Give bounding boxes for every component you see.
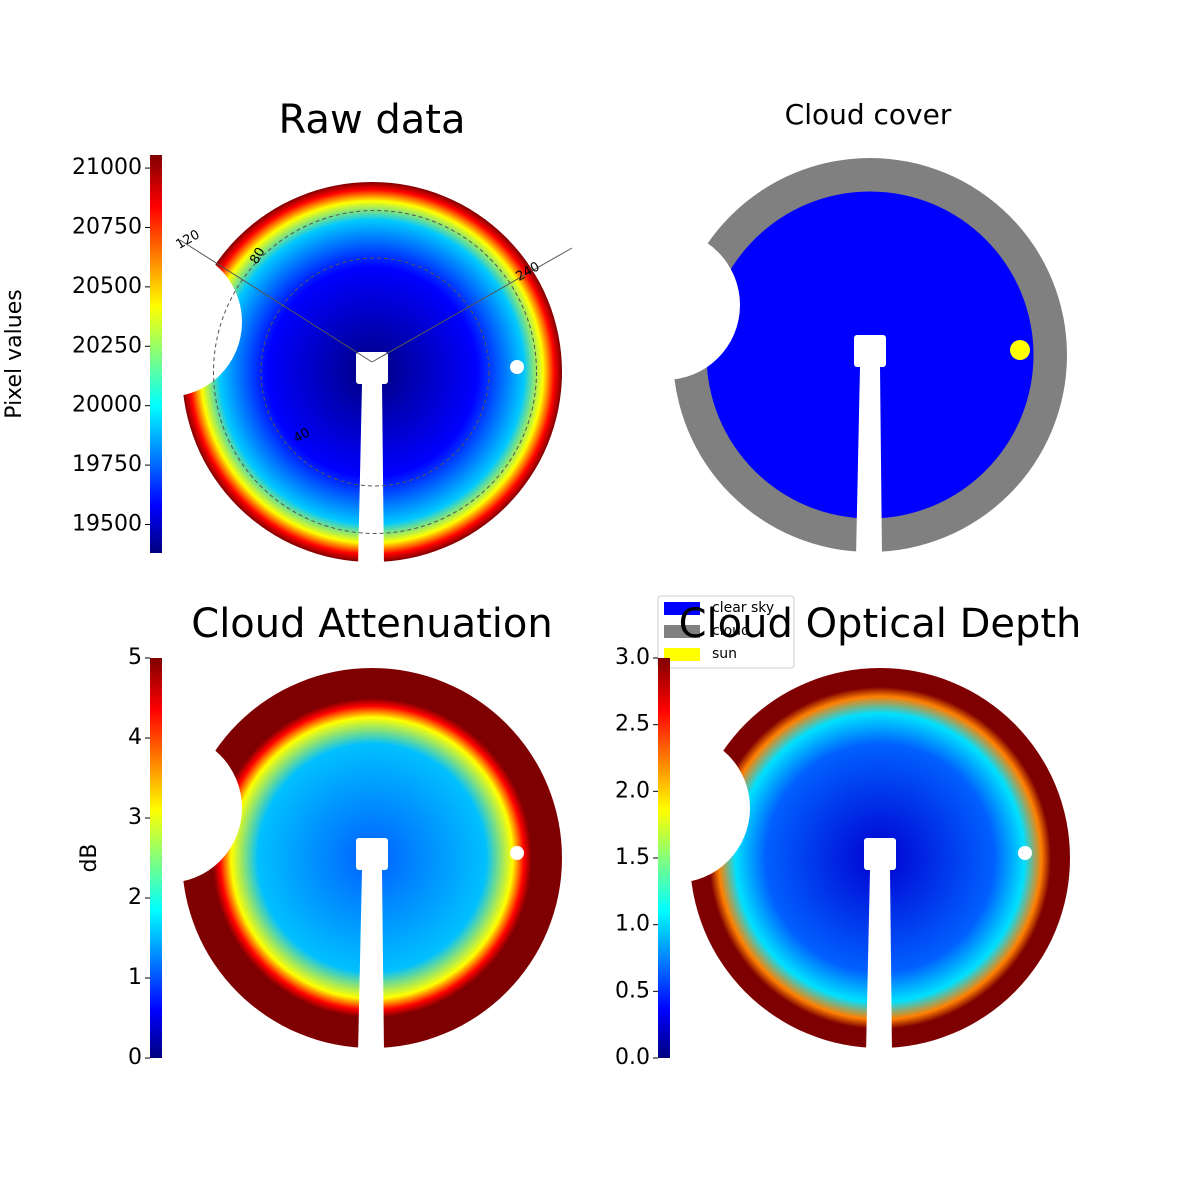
colorbar [658, 658, 670, 1058]
colorbar [150, 658, 162, 1058]
mast [358, 384, 384, 567]
colorbar-tick-label: 0 [128, 1045, 142, 1070]
mast-top [356, 838, 388, 870]
colorbar-tick-label: 2.5 [615, 712, 650, 737]
colorbar-tick-label: 0.0 [615, 1045, 650, 1070]
colorbar-tick-label: 3.0 [615, 645, 650, 670]
polar-label: 120 [173, 227, 202, 252]
mast [866, 870, 892, 1053]
colorbar-tick-label: 20250 [72, 333, 142, 358]
horizon-obstruction [590, 230, 740, 380]
sun-mask [510, 360, 524, 374]
polar-spoke [179, 239, 373, 363]
horizon-obstruction [600, 733, 750, 883]
colorbar-tick-label: 20500 [72, 274, 142, 299]
colorbar-tick-label: 20000 [72, 393, 142, 418]
colorbar-tick-label: 4 [128, 725, 142, 750]
polar-label: 80 [247, 245, 268, 267]
colorbar-tick-label: 0.5 [615, 978, 650, 1003]
polar-label: 40 [291, 425, 313, 446]
legend-label: sun [712, 646, 737, 662]
colorbar-tick-label: 1.5 [615, 845, 650, 870]
legend-swatch [664, 648, 700, 661]
mast-top [854, 335, 886, 367]
horizon-obstruction [92, 733, 242, 883]
horizon-obstruction [92, 247, 242, 397]
legend-swatch [664, 602, 700, 615]
colorbar-tick-label: 5 [128, 645, 142, 670]
mast-top [864, 838, 896, 870]
panel-title: Cloud cover [785, 98, 952, 131]
legend-label: clear sky [712, 600, 774, 616]
sun-mask [1018, 846, 1032, 860]
sun-region [1010, 340, 1030, 360]
mast-top [356, 352, 388, 384]
sun-mask [510, 846, 524, 860]
colorbar-tick-label: 19750 [72, 452, 142, 477]
colorbar-tick-label: 19500 [72, 511, 142, 536]
colorbar-tick-label: 2 [128, 885, 142, 910]
polar-ring [213, 210, 537, 534]
colorbar-tick-label: 1 [128, 965, 142, 990]
colorbar-tick-label: 20750 [72, 214, 142, 239]
colorbar-label: dB [77, 843, 102, 872]
colorbar-tick-label: 21000 [72, 155, 142, 180]
panel-title: Cloud Optical Depth [679, 601, 1082, 647]
colorbar [150, 155, 162, 553]
colorbar-tick-label: 2.0 [615, 778, 650, 803]
colorbar-tick-label: 1.0 [615, 912, 650, 937]
colorbar-tick-label: 3 [128, 805, 142, 830]
legend-label: cloud [712, 623, 750, 639]
mast [358, 870, 384, 1053]
legend-swatch [664, 625, 700, 638]
panel-title: Cloud Attenuation [191, 601, 552, 647]
mast [856, 367, 882, 557]
panel-title: Raw data [279, 97, 466, 143]
polar-ring [260, 257, 490, 487]
colorbar-label: Pixel values [2, 289, 27, 418]
polar-spoke [371, 247, 573, 363]
